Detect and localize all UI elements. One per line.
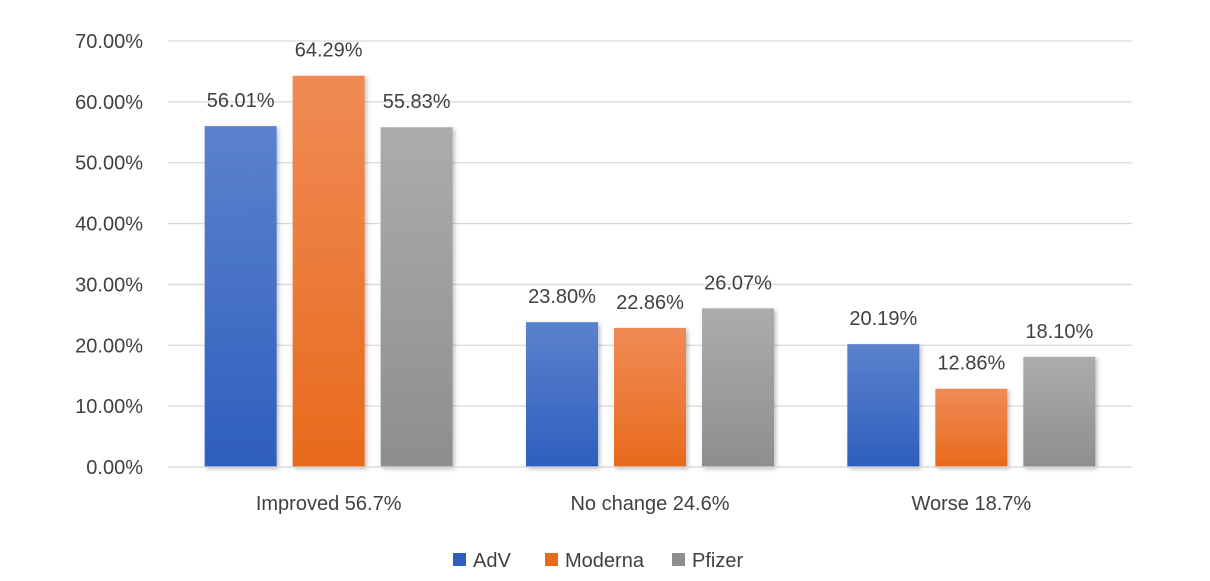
bar-pfizer [380, 127, 453, 468]
bar-moderna [935, 388, 1008, 467]
legend-label: AdV [473, 550, 511, 572]
legend-label: Moderna [565, 550, 645, 572]
legend-swatch [545, 553, 558, 566]
legend: AdV Moderna Pfizer [453, 550, 743, 572]
data-label: 26.07% [704, 272, 772, 294]
bar-pfizer [1023, 356, 1096, 467]
y-tick-label: 40.00% [75, 214, 143, 236]
data-label: 12.86% [937, 353, 1005, 375]
y-axis: 0.00% 10.00% 20.00% 30.00% 40.00% 50.00% 60.00… [75, 31, 143, 479]
legend-item-adv: AdV [453, 550, 511, 572]
x-axis: Improved 56.7% No change 24.6% Worse 18.7% [168, 466, 1132, 515]
data-label: 56.01% [207, 90, 275, 112]
data-label: 20.19% [849, 308, 917, 330]
bar-moderna [292, 75, 365, 468]
x-tick-label: Improved 56.7% [256, 493, 402, 515]
x-tick-label: No change 24.6% [570, 493, 729, 515]
legend-label: Pfizer [692, 550, 743, 572]
legend-item-pfizer: Pfizer [672, 550, 743, 572]
legend-swatch [453, 553, 466, 566]
y-tick-label: 60.00% [75, 92, 143, 114]
legend-swatch [672, 553, 685, 566]
data-label: 22.86% [616, 292, 684, 314]
bar-pfizer [702, 308, 774, 467]
bars: 56.01% 64.29% 55.83% 23.80% 22.86% 26.07% 20.1… [204, 40, 1096, 468]
y-tick-label: 10.00% [75, 396, 143, 418]
bar-adv [204, 126, 277, 467]
x-tick-label: Worse 18.7% [911, 493, 1031, 515]
data-label: 55.83% [383, 91, 451, 113]
y-tick-label: 20.00% [75, 335, 143, 357]
data-label: 18.10% [1025, 321, 1093, 343]
bar-adv [847, 344, 920, 467]
y-tick-label: 70.00% [75, 31, 143, 53]
y-tick-label: 30.00% [75, 274, 143, 296]
legend-item-moderna: Moderna [545, 550, 645, 572]
y-tick-label: 50.00% [75, 153, 143, 175]
bar-adv [526, 322, 598, 467]
y-tick-label: 0.00% [86, 457, 143, 479]
data-label: 64.29% [295, 40, 363, 62]
data-label: 23.80% [528, 286, 596, 308]
bar-moderna [614, 327, 686, 467]
